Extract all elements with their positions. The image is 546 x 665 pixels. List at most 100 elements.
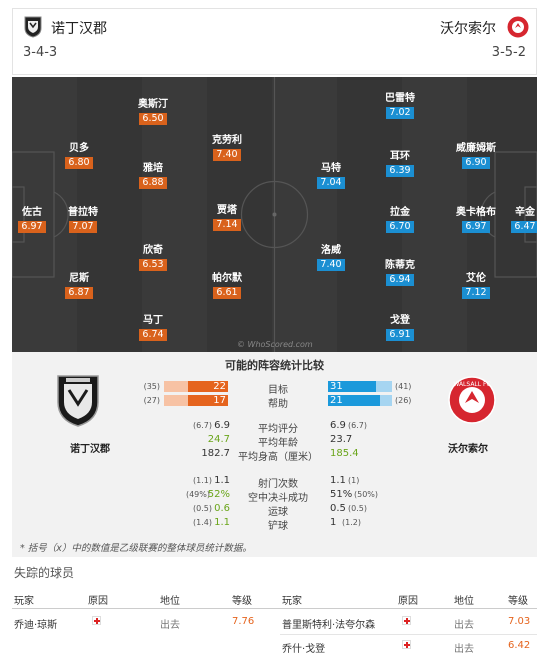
away-team-name[interactable]: 沃尔索尔 <box>440 21 496 37</box>
away-player[interactable]: 巴雷特 7.02 <box>370 93 430 119</box>
away-missing-status: 出去 <box>454 620 474 631</box>
player-name[interactable]: 贾塔 <box>217 205 237 216</box>
away-player[interactable]: 耳环 6.39 <box>370 151 430 177</box>
player-name[interactable]: 巴雷特 <box>385 93 415 104</box>
player-rating: 6.70 <box>386 221 414 233</box>
assists-home-value: 17 <box>213 395 226 406</box>
dribbles-away-value: 0.5 <box>330 503 346 514</box>
away-missing-player-name[interactable]: 普里斯特利·法夸尔森 <box>282 620 376 631</box>
age-away-value: 23.7 <box>330 434 353 445</box>
home-player[interactable]: 帕尔默 6.61 <box>197 273 257 299</box>
player-rating: 6.80 <box>65 157 93 169</box>
home-player[interactable]: 欣奇 6.53 <box>123 245 183 271</box>
age-home-value: 24.7 <box>207 434 230 445</box>
home-team-logo-icon[interactable] <box>24 16 42 38</box>
home-formation: 3-4-3 <box>23 45 58 60</box>
tackles-away-value: 1 <box>330 517 337 528</box>
goals-home-value: 22 <box>213 381 226 392</box>
home-team-name[interactable]: 诺丁汉郡 <box>51 21 107 37</box>
home-player[interactable]: 雅培 6.88 <box>123 163 183 189</box>
player-rating: 7.40 <box>317 259 345 271</box>
home-player-header: 玩家 <box>14 596 34 607</box>
player-name[interactable]: 佐古 <box>22 207 42 218</box>
player-name[interactable]: 威廉姆斯 <box>456 143 496 154</box>
player-name[interactable]: 洛威 <box>321 245 341 256</box>
away-team-logo-icon[interactable] <box>506 15 530 39</box>
player-name[interactable]: 贝多 <box>69 143 89 154</box>
assists-home-prev: (27) <box>143 396 160 405</box>
player-name[interactable]: 辛金 <box>515 207 535 218</box>
aerial-label: 空中决斗成功 <box>248 493 308 504</box>
shots-away-prev: (1) <box>348 476 360 485</box>
player-name[interactable]: 耳环 <box>390 151 410 162</box>
aerial-away-value: 51% <box>330 489 353 500</box>
player-name[interactable]: 欣奇 <box>143 245 163 256</box>
home-player[interactable]: 马丁 6.74 <box>123 315 183 341</box>
stats-comparison: 可能的阵容统计比较 诺丁汉郡 WALSALL FC 沃尔索尔 (35) 22 目… <box>12 352 537 557</box>
home-status-header: 地位 <box>160 596 180 607</box>
dribbles-home-value: 0.6 <box>214 503 230 514</box>
away-player[interactable]: 奥卡格布 6.97 <box>446 207 506 233</box>
player-name[interactable]: 奥卡格布 <box>456 207 496 218</box>
away-player[interactable]: 陈蒂克 6.94 <box>370 260 430 286</box>
injury-icon <box>402 640 411 649</box>
away-player[interactable]: 辛金 6.47 <box>495 207 537 233</box>
assists-away-prev: (26) <box>395 396 412 405</box>
tackles-home-prev: (1.4) <box>193 518 212 527</box>
pitch-lines <box>12 77 537 352</box>
away-reason-header: 原因 <box>398 596 418 607</box>
player-name[interactable]: 艾伦 <box>466 273 486 284</box>
player-name[interactable]: 奥斯汀 <box>138 99 168 110</box>
home-player[interactable]: 尼斯 6.87 <box>49 273 109 299</box>
watermark: © WhoScored.com <box>237 340 313 349</box>
player-rating: 6.87 <box>65 287 93 299</box>
home-player[interactable]: 奥斯汀 6.50 <box>123 99 183 125</box>
rating-home-value: 6.9 <box>214 420 230 431</box>
player-name[interactable]: 帕尔默 <box>212 273 242 284</box>
stats-footnote: * 括号（x）中的数值是乙级联赛的整体球员统计数据。 <box>20 543 252 554</box>
home-player[interactable]: 贝多 6.80 <box>49 143 109 169</box>
dribbles-away-prev: (0.5) <box>348 504 367 513</box>
rating-home-prev: (6.7) <box>193 421 212 430</box>
rating-label: 平均评分 <box>258 424 298 435</box>
home-missing-player-name[interactable]: 乔迪·琼斯 <box>14 620 58 631</box>
player-name[interactable]: 戈登 <box>390 315 410 326</box>
goals-away-bar <box>328 381 376 392</box>
away-player[interactable]: 艾伦 7.12 <box>446 273 506 299</box>
match-header: 诺丁汉郡 3-4-3 沃尔索尔 3-5-2 <box>12 8 537 75</box>
player-name[interactable]: 陈蒂克 <box>385 260 415 271</box>
away-team-crest-name[interactable]: 沃尔索尔 <box>448 444 488 455</box>
shots-home-prev: (1.1) <box>193 476 212 485</box>
rating-away-value: 6.9 <box>330 420 346 431</box>
away-player[interactable]: 戈登 6.91 <box>370 315 430 341</box>
assists-home-bar <box>188 395 228 406</box>
player-name[interactable]: 克劳利 <box>212 135 242 146</box>
shots-away-value: 1.1 <box>330 475 346 486</box>
player-name[interactable]: 雅培 <box>143 163 163 174</box>
height-home-value: 182.7 <box>201 448 230 459</box>
home-team-crest-icon[interactable] <box>56 374 100 428</box>
away-missing-player-name[interactable]: 乔什·戈登 <box>282 644 326 655</box>
player-name[interactable]: 马丁 <box>143 315 163 326</box>
player-rating: 6.97 <box>18 221 46 233</box>
player-name[interactable]: 马特 <box>321 163 341 174</box>
player-name[interactable]: 普拉特 <box>68 207 98 218</box>
home-player[interactable]: 贾塔 7.14 <box>197 205 257 231</box>
away-missing-rating: 6.42 <box>508 640 531 651</box>
player-name[interactable]: 拉金 <box>390 207 410 218</box>
home-player[interactable]: 佐古 6.97 <box>12 207 62 233</box>
away-team-crest-icon[interactable]: WALSALL FC <box>448 376 496 424</box>
home-team-crest-name[interactable]: 诺丁汉郡 <box>70 444 110 455</box>
home-player[interactable]: 克劳利 7.40 <box>197 135 257 161</box>
away-player[interactable]: 威廉姆斯 6.90 <box>446 143 506 169</box>
away-player[interactable]: 拉金 6.70 <box>370 207 430 233</box>
away-player[interactable]: 洛威 7.40 <box>301 245 361 271</box>
player-rating: 7.12 <box>462 287 490 299</box>
away-player[interactable]: 马特 7.04 <box>301 163 361 189</box>
player-name[interactable]: 尼斯 <box>69 273 89 284</box>
goals-label: 目标 <box>268 385 288 396</box>
home-player[interactable]: 普拉特 7.07 <box>53 207 113 233</box>
player-rating: 6.97 <box>462 221 490 233</box>
shots-home-value: 1.1 <box>214 475 230 486</box>
player-rating: 6.39 <box>386 165 414 177</box>
